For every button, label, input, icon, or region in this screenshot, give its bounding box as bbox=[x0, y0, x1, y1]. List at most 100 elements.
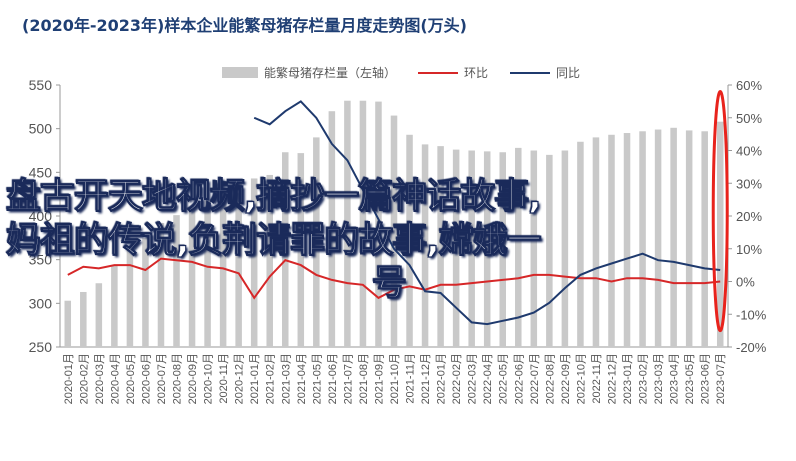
bar bbox=[328, 111, 336, 347]
bar bbox=[452, 149, 460, 347]
left-axis-tick-label: 450 bbox=[29, 164, 53, 180]
overlay-text-line1: 盘古开天地视频,摘抄一篇神话故事, bbox=[5, 176, 542, 217]
x-axis-tick-label: 2022-01月 bbox=[436, 353, 448, 404]
bar bbox=[592, 137, 600, 347]
x-axis-tick-label: 2023-01月 bbox=[622, 353, 634, 404]
series-line-yoy bbox=[253, 100, 721, 326]
bar bbox=[546, 154, 553, 347]
x-axis-tick-label: 2021-02月 bbox=[265, 353, 277, 404]
left-axis-tick-label: 250 bbox=[29, 339, 53, 355]
x-axis-tick-label: 2022-08月 bbox=[544, 353, 556, 404]
legend-item-mom: 环比 bbox=[418, 64, 488, 81]
x-axis-tick-label: 2021-01月 bbox=[249, 353, 261, 404]
x-axis-tick-label: 2022-07月 bbox=[529, 353, 541, 404]
right-axis-tick-label: 50% bbox=[736, 111, 762, 126]
x-axis-tick-label: 2021-04月 bbox=[296, 353, 308, 404]
bar bbox=[126, 249, 134, 347]
bar bbox=[530, 150, 538, 347]
right-axis-tick-label: 60% bbox=[736, 78, 762, 93]
bar bbox=[421, 144, 429, 347]
x-axis-tick-label: 2021-11月 bbox=[405, 353, 417, 404]
left-axis-tick-label: 550 bbox=[29, 77, 53, 93]
right-axis-tick-label: -10% bbox=[736, 307, 767, 322]
bar bbox=[406, 134, 413, 347]
x-axis-tick-label: 2022-11月 bbox=[591, 353, 603, 404]
legend-label-yoy: 同比 bbox=[556, 66, 581, 80]
x-axis-tick-label: 2022-12月 bbox=[606, 353, 618, 404]
right-axis-tick-label: 0% bbox=[736, 275, 755, 290]
bar bbox=[80, 291, 87, 347]
bar bbox=[142, 237, 149, 347]
bar bbox=[670, 127, 677, 347]
bar bbox=[188, 207, 196, 347]
x-axis-tick-label: 2020-06月 bbox=[140, 353, 152, 404]
legend-swatch-mom bbox=[418, 71, 459, 74]
x-axis-tick-label: 2022-10月 bbox=[575, 353, 587, 404]
bar bbox=[390, 115, 398, 347]
x-axis-tick-label: 2022-02月 bbox=[451, 353, 463, 404]
bar bbox=[701, 131, 708, 347]
chart-legend: 能繁母猪存栏量（左轴） 环比 同比 bbox=[222, 64, 594, 81]
x-axis-tick-label: 2020-11月 bbox=[218, 353, 230, 404]
legend-label-mom: 环比 bbox=[464, 66, 489, 80]
bar bbox=[654, 129, 662, 347]
x-axis-tick-label: 2023-04月 bbox=[669, 353, 681, 404]
x-axis-tick-label: 2020-04月 bbox=[109, 353, 121, 404]
bar bbox=[313, 137, 320, 347]
bar bbox=[95, 283, 103, 347]
x-axis-tick-label: 2020-09月 bbox=[187, 353, 199, 404]
x-axis-tick-label: 2022-04月 bbox=[482, 353, 494, 404]
bar bbox=[297, 153, 305, 347]
x-axis-tick-label: 2021-06月 bbox=[327, 353, 339, 404]
left-axis-tick-label: 300 bbox=[29, 295, 53, 311]
x-axis-tick-label: 2020-05月 bbox=[125, 353, 137, 404]
bar bbox=[344, 100, 351, 347]
bar bbox=[375, 101, 382, 348]
x-axis-tick-label: 2021-03月 bbox=[280, 353, 292, 404]
overlay-text-line2: 妈祖的传说,负荆请罪的故事,嫦娥一 bbox=[5, 220, 542, 261]
x-axis-tick-label: 2021-07月 bbox=[342, 353, 354, 404]
x-axis-tick-label: 2020-01月 bbox=[63, 353, 75, 404]
bar bbox=[577, 141, 584, 347]
x-axis-tick-label: 2020-03月 bbox=[94, 353, 106, 404]
bar bbox=[266, 174, 273, 347]
bar bbox=[250, 178, 258, 347]
bar bbox=[437, 146, 444, 347]
bar bbox=[623, 133, 631, 347]
bar bbox=[111, 265, 118, 347]
legend-swatch-bar bbox=[222, 67, 258, 78]
right-axis-tick-label: -20% bbox=[736, 340, 767, 355]
x-axis-tick-label: 2021-10月 bbox=[389, 353, 401, 404]
x-axis-tick-label: 2022-03月 bbox=[467, 353, 479, 404]
x-axis-tick-label: 2021-09月 bbox=[373, 353, 385, 404]
left-axis-tick-label: 350 bbox=[29, 252, 53, 268]
legend-swatch-yoy bbox=[510, 71, 551, 74]
left-axis-tick-label: 400 bbox=[29, 208, 53, 224]
legend-item-bar: 能繁母猪存栏量（左轴） bbox=[222, 64, 396, 81]
x-axis-tick-label: 2020-10月 bbox=[203, 353, 215, 404]
left-axis-tick-label: 500 bbox=[29, 121, 53, 137]
right-axis-tick-label: 40% bbox=[736, 144, 762, 159]
bar bbox=[608, 134, 615, 347]
bar bbox=[685, 130, 693, 347]
bar bbox=[716, 121, 724, 348]
bar bbox=[359, 100, 367, 347]
legend-label-bar: 能繁母猪存栏量（左轴） bbox=[264, 66, 397, 80]
bar bbox=[157, 222, 165, 347]
x-axis-tick-label: 2023-07月 bbox=[715, 353, 727, 404]
x-axis-tick-label: 2023-02月 bbox=[638, 353, 650, 404]
x-axis-tick-label: 2020-12月 bbox=[234, 353, 246, 404]
bar bbox=[483, 151, 491, 347]
x-axis-tick-label: 2022-09月 bbox=[560, 353, 572, 404]
bar bbox=[281, 152, 289, 347]
right-axis-tick-label: 30% bbox=[736, 176, 762, 191]
bar bbox=[561, 150, 569, 347]
x-axis-tick-label: 2023-03月 bbox=[653, 353, 665, 404]
x-axis-tick-label: 2022-06月 bbox=[513, 353, 525, 404]
bar bbox=[499, 152, 507, 347]
x-axis-tick-label: 2023-05月 bbox=[684, 353, 696, 404]
bar bbox=[515, 147, 522, 347]
bar bbox=[639, 131, 646, 347]
highlight-ellipse bbox=[711, 90, 729, 333]
overlay-text-line3: 号 bbox=[371, 263, 407, 304]
